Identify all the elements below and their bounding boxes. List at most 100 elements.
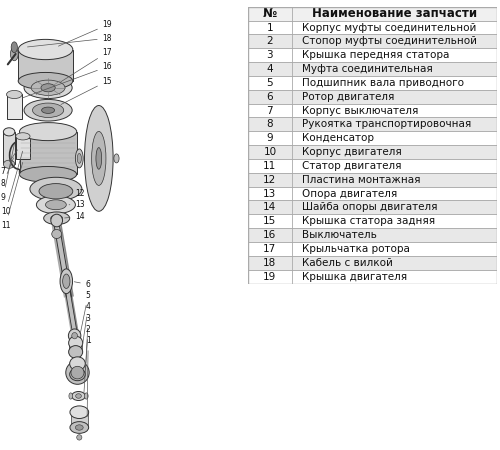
Bar [248, 214, 496, 228]
Text: Ротор двигателя: Ротор двигателя [302, 92, 394, 102]
Bar [70, 362, 85, 374]
Ellipse shape [68, 346, 82, 358]
Text: Конденсатор: Конденсатор [302, 133, 374, 143]
Text: Кабель с вилкой: Кабель с вилкой [302, 258, 393, 268]
Text: 6: 6 [74, 280, 90, 289]
Bar [16, 136, 30, 159]
Bar [248, 187, 496, 201]
Ellipse shape [16, 133, 30, 140]
Ellipse shape [72, 333, 78, 339]
Text: Крышка статора задняя: Крышка статора задняя [302, 216, 436, 226]
Text: Корпус муфты соединительной: Корпус муфты соединительной [302, 22, 476, 32]
Ellipse shape [36, 196, 76, 214]
Text: Крышка передняя статора: Крышка передняя статора [302, 50, 450, 60]
Text: Подшипник вала приводного: Подшипник вала приводного [302, 78, 464, 88]
Bar [4, 132, 15, 164]
Text: 19: 19 [58, 20, 112, 46]
Text: 11: 11 [1, 162, 22, 230]
Text: 13: 13 [69, 200, 85, 209]
Ellipse shape [24, 77, 72, 99]
Text: 7: 7 [266, 106, 273, 116]
Text: Крышка двигателя: Крышка двигателя [302, 272, 408, 282]
Ellipse shape [4, 128, 15, 136]
Text: 15: 15 [61, 76, 112, 104]
Circle shape [10, 47, 18, 61]
Bar [248, 90, 496, 104]
Ellipse shape [70, 422, 88, 433]
Ellipse shape [20, 166, 76, 182]
Bar [248, 104, 496, 117]
Ellipse shape [52, 230, 62, 238]
Text: 5: 5 [266, 78, 273, 88]
Ellipse shape [72, 392, 86, 400]
Text: Выключатель: Выключатель [302, 230, 377, 240]
Ellipse shape [71, 366, 84, 379]
Text: 19: 19 [264, 272, 276, 282]
Text: Корпус двигателя: Корпус двигателя [302, 147, 402, 157]
Text: Статор двигателя: Статор двигателя [302, 161, 402, 171]
Bar [248, 228, 496, 242]
Ellipse shape [70, 368, 86, 381]
Text: 7: 7 [1, 150, 18, 176]
Text: 4: 4 [82, 302, 90, 345]
Ellipse shape [18, 72, 73, 90]
Bar [248, 76, 496, 90]
Text: 8: 8 [1, 158, 14, 188]
Bar [248, 7, 496, 21]
Ellipse shape [60, 269, 72, 294]
Ellipse shape [18, 40, 73, 59]
Text: Крыльчатка ротора: Крыльчатка ротора [302, 244, 410, 254]
Text: 14: 14 [264, 202, 276, 212]
Text: 2: 2 [84, 325, 90, 393]
Text: Наименование запчасти: Наименование запчасти [312, 7, 477, 20]
Text: 12: 12 [264, 175, 276, 184]
Ellipse shape [70, 357, 86, 370]
Text: 17: 17 [61, 48, 112, 82]
Ellipse shape [20, 122, 76, 140]
Text: 10: 10 [264, 147, 276, 157]
Ellipse shape [51, 214, 62, 227]
Bar [248, 131, 496, 145]
Bar [248, 159, 496, 173]
Ellipse shape [39, 184, 73, 199]
Text: 3: 3 [266, 50, 273, 60]
Text: 13: 13 [264, 189, 276, 198]
Text: 5: 5 [80, 291, 90, 333]
Circle shape [11, 42, 18, 53]
Ellipse shape [62, 274, 70, 288]
Text: №: № [263, 7, 277, 20]
Ellipse shape [68, 336, 82, 350]
Text: 9: 9 [1, 144, 14, 202]
Text: 14: 14 [64, 212, 85, 221]
Ellipse shape [6, 90, 22, 99]
Text: 15: 15 [264, 216, 276, 226]
Ellipse shape [84, 105, 113, 211]
Bar [70, 411, 88, 428]
Ellipse shape [31, 80, 65, 95]
Text: 18: 18 [28, 34, 112, 47]
Ellipse shape [46, 200, 66, 210]
Bar [248, 117, 496, 131]
Ellipse shape [92, 131, 106, 185]
Text: 1: 1 [266, 22, 273, 32]
Ellipse shape [41, 84, 55, 92]
Bar [248, 201, 496, 214]
Ellipse shape [24, 99, 72, 121]
Ellipse shape [66, 361, 89, 384]
Text: 11: 11 [264, 161, 276, 171]
Circle shape [84, 393, 88, 399]
Text: 9: 9 [266, 133, 273, 143]
Ellipse shape [32, 103, 64, 117]
Bar [248, 256, 496, 270]
Ellipse shape [68, 329, 81, 342]
Bar [248, 173, 496, 187]
Text: 17: 17 [264, 244, 276, 254]
Text: 8: 8 [266, 119, 273, 129]
Bar [248, 242, 496, 256]
Circle shape [114, 154, 119, 163]
Text: 4: 4 [266, 64, 273, 74]
Ellipse shape [42, 107, 54, 113]
Bar [248, 145, 496, 159]
Ellipse shape [70, 406, 88, 419]
Bar [6, 94, 22, 119]
